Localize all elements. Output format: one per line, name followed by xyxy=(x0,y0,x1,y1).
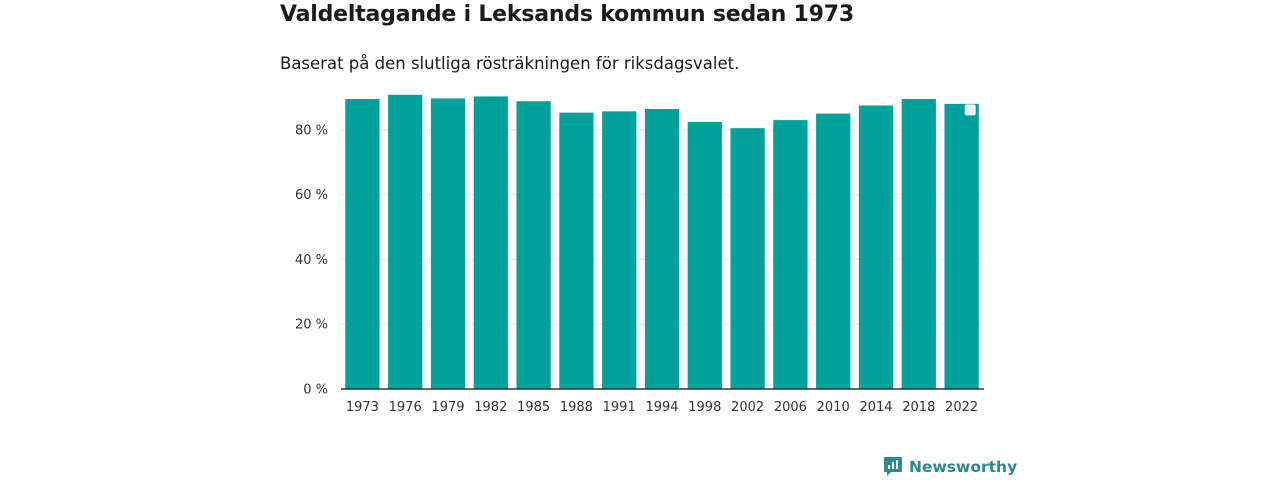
bar-2022[interactable] xyxy=(944,103,979,389)
x-tick-label: 2006 xyxy=(774,400,807,415)
x-tick-label: 2010 xyxy=(817,400,850,415)
bar-1994[interactable] xyxy=(644,109,680,390)
x-tick-label: 1982 xyxy=(474,400,507,415)
bar-1979[interactable] xyxy=(430,98,466,389)
bar-1998[interactable] xyxy=(687,122,722,390)
bars xyxy=(345,94,979,390)
latest-value-marker[interactable] xyxy=(964,104,976,116)
x-tick-label: 2014 xyxy=(859,400,892,415)
x-tick-label: 1985 xyxy=(517,400,550,415)
y-tick-label: 0 % xyxy=(303,383,328,398)
bar-1982[interactable] xyxy=(473,96,508,389)
bar-1973[interactable] xyxy=(345,99,380,390)
axes: 0 % 20 % 40 % 60 % 80 % 1973 1976 1979 1982 1985 1… xyxy=(295,123,984,415)
x-tick-label: 1988 xyxy=(560,400,593,415)
x-tick-label: 1994 xyxy=(645,400,678,415)
bar-2006[interactable] xyxy=(773,120,808,389)
chart-title: Valdeltagande i Leksands kommun sedan 19… xyxy=(280,2,854,27)
brand-name: Newsworthy xyxy=(909,458,1018,476)
y-tick-label: 20 % xyxy=(295,318,328,333)
newsworthy-brand[interactable]: Newsworthy xyxy=(883,455,1017,479)
chart-subtitle: Baserat på den slutliga rösträkningen fö… xyxy=(280,54,740,73)
bar-2018[interactable] xyxy=(901,99,936,390)
bar-2002[interactable] xyxy=(730,128,765,389)
x-tick-label: 2002 xyxy=(731,400,764,415)
x-tick-label: 1976 xyxy=(389,400,422,415)
x-tick-label: 1991 xyxy=(603,400,636,415)
y-tick-label: 80 % xyxy=(295,123,328,138)
bar-1991[interactable] xyxy=(602,111,637,389)
bar-1988[interactable] xyxy=(559,112,594,390)
bar-1976[interactable] xyxy=(388,94,423,390)
x-tick-label: 1998 xyxy=(688,400,721,415)
bar-2014[interactable] xyxy=(858,105,894,390)
y-tick-label: 40 % xyxy=(295,253,328,268)
x-tick-label: 2018 xyxy=(902,400,935,415)
newsworthy-logo-icon xyxy=(884,457,902,476)
x-tick-label: 2022 xyxy=(945,400,978,415)
bar-1985[interactable] xyxy=(516,101,551,390)
y-tick-label: 60 % xyxy=(295,188,328,203)
bar-2010[interactable] xyxy=(816,113,851,389)
x-tick-label: 1973 xyxy=(346,400,379,415)
x-tick-label: 1979 xyxy=(431,400,464,415)
